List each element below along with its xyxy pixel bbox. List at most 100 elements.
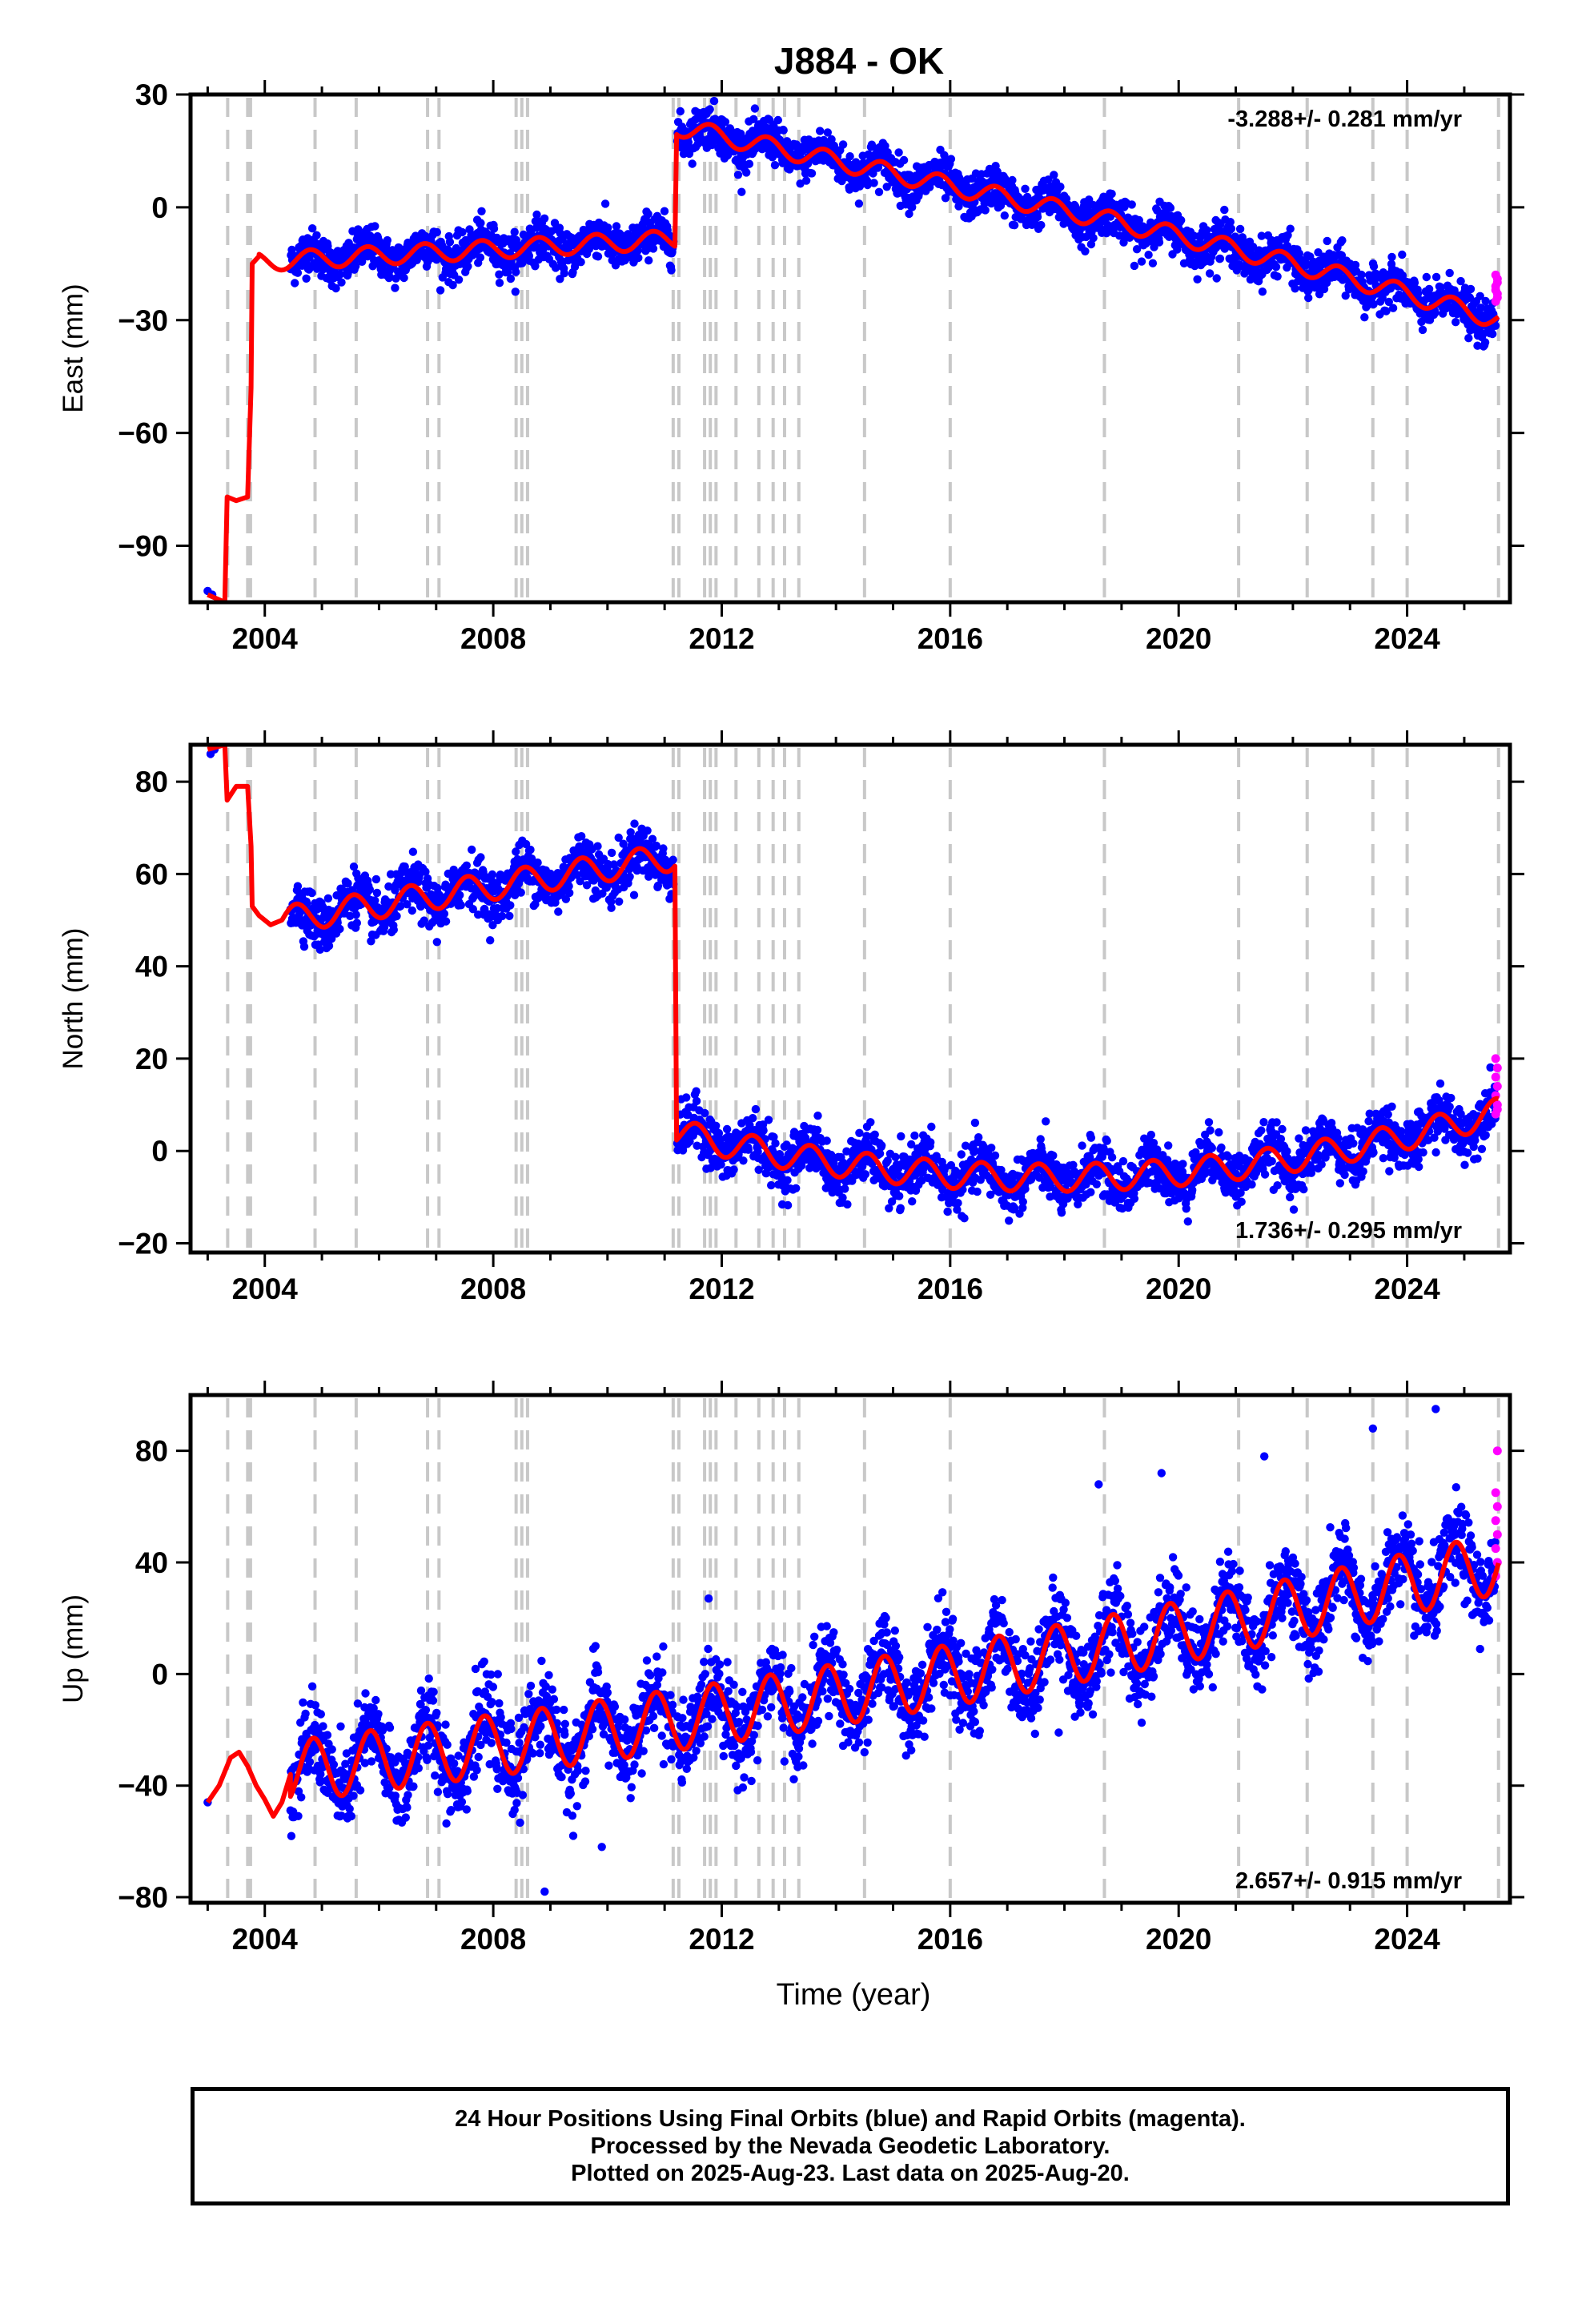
data-point — [307, 888, 316, 898]
east-y-axis-label: East (mm) — [58, 283, 89, 412]
data-point — [408, 847, 418, 856]
data-point — [476, 219, 485, 227]
data-point — [1235, 224, 1245, 234]
data-point — [1021, 184, 1030, 193]
data-point — [633, 246, 642, 255]
data-point — [1137, 257, 1146, 266]
data-point — [506, 901, 515, 910]
data-point — [441, 917, 451, 926]
data-point — [432, 938, 441, 947]
data-point — [974, 1133, 983, 1142]
data-point — [701, 1108, 709, 1118]
data-point — [554, 907, 563, 916]
data-point — [629, 891, 639, 899]
rapid-point — [1491, 285, 1500, 295]
data-point — [526, 227, 536, 237]
data-point — [1271, 263, 1281, 271]
data-point — [1127, 200, 1136, 209]
data-point — [512, 267, 520, 276]
data-point — [1341, 292, 1350, 300]
data-point — [584, 244, 593, 254]
data-point — [615, 897, 624, 907]
data-point — [1431, 308, 1439, 317]
data-point — [1283, 231, 1292, 239]
data-point — [1215, 254, 1225, 263]
y-tick-label: 30 — [135, 78, 168, 111]
data-point — [869, 179, 878, 187]
data-point — [351, 262, 360, 271]
data-point — [486, 936, 495, 945]
data-point — [464, 262, 472, 271]
data-point — [531, 262, 540, 271]
data-point — [612, 222, 621, 231]
data-point — [1456, 276, 1465, 286]
x-tick-label: 2004 — [232, 622, 299, 655]
data-point — [335, 924, 344, 934]
data-point — [845, 152, 854, 161]
data-point — [863, 180, 872, 190]
data-point — [495, 279, 504, 287]
data-point — [477, 207, 486, 215]
data-point — [733, 171, 743, 179]
data-point — [773, 115, 782, 125]
data-point — [293, 268, 303, 277]
data-point — [1227, 224, 1236, 233]
data-point — [1382, 307, 1391, 316]
data-point — [709, 96, 719, 106]
data-point — [749, 115, 758, 123]
data-point — [540, 214, 549, 223]
data-point — [349, 862, 359, 871]
data-point — [1466, 284, 1476, 294]
x-tick-label: 2012 — [689, 622, 754, 655]
data-point — [899, 155, 909, 165]
data-point — [1384, 297, 1394, 307]
data-point — [293, 882, 303, 891]
data-point — [1166, 203, 1175, 212]
data-point — [869, 169, 877, 178]
data-point — [448, 280, 457, 290]
data-point — [927, 1122, 936, 1132]
data-point — [1422, 272, 1431, 282]
data-point — [838, 140, 848, 149]
data-point — [383, 235, 391, 245]
data-point — [1388, 304, 1398, 312]
data-point — [1092, 1180, 1102, 1189]
data-point — [625, 872, 634, 882]
data-point — [498, 911, 507, 921]
data-point — [1130, 261, 1139, 271]
data-point — [1257, 231, 1267, 240]
rapid-point — [1492, 293, 1502, 303]
data-point — [556, 229, 565, 238]
data-point — [926, 1138, 935, 1147]
data-point — [1480, 338, 1490, 347]
data-point — [1115, 231, 1124, 240]
data-point — [688, 159, 697, 168]
data-point — [1078, 1141, 1086, 1150]
data-point — [351, 911, 360, 919]
data-point — [1008, 175, 1017, 185]
data-point — [745, 159, 754, 168]
data-point — [1154, 238, 1164, 247]
data-point — [737, 187, 746, 196]
data-point — [1164, 1141, 1173, 1150]
data-point — [866, 1118, 875, 1127]
data-point — [1387, 252, 1396, 262]
plot-frame — [188, 92, 1512, 605]
data-point — [396, 902, 405, 911]
data-point — [910, 1131, 919, 1140]
data-point — [1005, 1216, 1014, 1225]
rapid-point — [1492, 278, 1502, 287]
data-point — [505, 911, 514, 921]
data-point — [335, 270, 345, 279]
data-point — [445, 238, 455, 247]
data-point — [624, 230, 632, 239]
data-point — [729, 1165, 738, 1174]
data-point — [827, 135, 836, 144]
data-point — [516, 888, 525, 897]
data-point — [1033, 212, 1042, 222]
data-point — [1248, 243, 1258, 251]
data-point — [682, 1093, 691, 1102]
data-point — [1089, 234, 1098, 243]
data-point — [1488, 329, 1497, 339]
data-point — [960, 1214, 969, 1223]
